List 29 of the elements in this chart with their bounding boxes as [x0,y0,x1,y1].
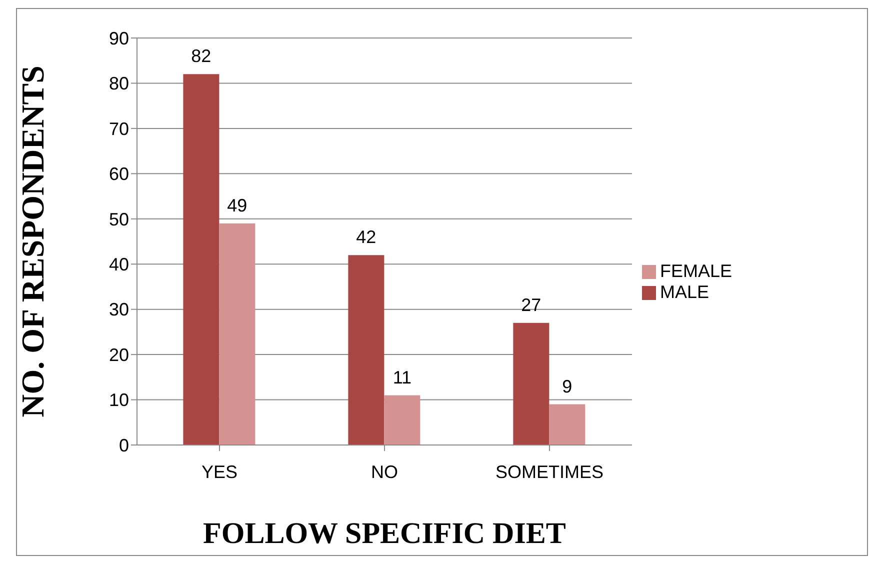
bar [513,322,550,445]
y-tick-label: 70 [108,118,129,139]
x-tick-label: NO [370,462,398,482]
data-label: 27 [521,294,542,315]
x-axis-title: FOLLOW SPECIFIC DIET [203,517,566,550]
data-label: 11 [392,367,412,388]
legend-label: MALE [660,282,709,302]
y-tick-label: 50 [108,209,129,230]
data-label: 42 [356,227,376,248]
bar [183,74,220,445]
y-tick-label: 20 [108,344,129,365]
bar [219,223,256,445]
bar [348,255,384,445]
data-label: 82 [191,46,212,66]
y-tick-label: 30 [108,300,129,320]
bar [384,395,420,445]
y-tick-label: 80 [108,74,129,94]
y-tick-label: 60 [108,164,129,184]
bar [549,404,586,445]
y-tick-label: 90 [108,28,129,48]
y-tick-label: 40 [108,254,129,274]
data-label: 49 [227,195,248,216]
y-tick-label: 10 [108,390,129,410]
legend-label: FEMALE [660,261,732,281]
x-tick-label: YES [201,462,238,482]
data-label: 9 [562,376,572,396]
y-axis-title: NO. OF RESPONDENTS [14,66,50,418]
y-tick-label: 0 [118,435,129,456]
x-tick-label: SOMETIMES [495,462,604,482]
